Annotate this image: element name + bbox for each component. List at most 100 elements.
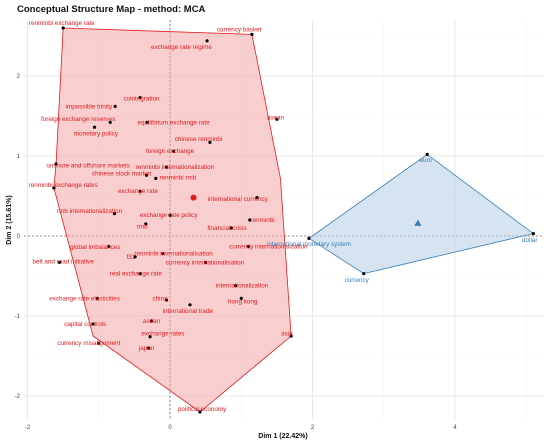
point-label: onshore and offshore markets — [46, 163, 130, 170]
point-label: chinese renminbi — [175, 136, 223, 143]
point-label: financial crisis — [207, 225, 246, 232]
x-tick-label: 0 — [168, 425, 172, 431]
point-label: foreign exchange — [146, 148, 195, 155]
point-label: cointegration — [124, 95, 161, 102]
point-label: renminbi exchange rates — [29, 182, 98, 189]
data-point — [54, 162, 58, 166]
point-label: international trade — [163, 308, 214, 315]
point-label: chinese stock market — [92, 171, 151, 178]
point-label: belt and road initiative — [33, 259, 95, 266]
point-label: real exchange rate — [110, 271, 163, 278]
data-point — [107, 244, 111, 248]
point-label: hong kong — [228, 299, 258, 306]
point-label: renminbi rmb — [159, 175, 196, 182]
cluster-hulls — [53, 27, 535, 413]
point-label: asia — [281, 331, 293, 338]
point-label: international currency — [208, 196, 269, 203]
point-label: dollar — [522, 237, 537, 244]
point-label: capital controls — [64, 321, 106, 328]
point-label: asean — [143, 318, 161, 325]
chart-title: Conceptual Structure Map - method: MCA — [17, 4, 206, 15]
data-point — [188, 303, 192, 307]
data-point — [164, 165, 169, 169]
point-label: foreign exchange reserves — [41, 116, 115, 123]
data-point — [92, 125, 97, 129]
point-label: rmb — [137, 223, 148, 230]
point-label: asean — [267, 115, 285, 122]
data-point — [52, 186, 56, 190]
point-label: monetary policy — [74, 131, 119, 138]
y-axis-label: Dim 2 (15.61%) — [6, 195, 13, 244]
x-tick-label: -2 — [25, 425, 31, 431]
y-tick-label: 1 — [17, 154, 21, 160]
data-point — [91, 322, 95, 326]
data-point — [113, 104, 117, 108]
data-point — [233, 284, 238, 288]
axis-ticks: -2 0 2 4 -2 -1 0 1 2 — [15, 74, 458, 431]
data-point — [289, 334, 293, 338]
data-point — [275, 117, 279, 121]
point-label: exchange rate — [118, 188, 158, 195]
point-label: internationalization — [216, 283, 269, 290]
data-point — [164, 298, 169, 302]
x-tick-label: 2 — [311, 425, 315, 431]
point-label: impossible trinity — [66, 103, 113, 110]
data-point — [138, 272, 142, 276]
cluster-hull-2 — [308, 153, 535, 275]
point-label: currency internationalisation — [166, 259, 245, 266]
point-label: currency basket — [217, 27, 262, 34]
point-label: global imbalances — [70, 244, 120, 251]
data-point — [149, 319, 154, 323]
data-point — [145, 120, 149, 124]
data-point — [171, 149, 176, 153]
data-point — [229, 226, 233, 230]
data-point — [95, 296, 99, 300]
point-label: equilibrium exchange rate — [138, 119, 211, 126]
point-label: japan — [138, 345, 155, 352]
point-label: exchange rate policy — [140, 212, 199, 219]
data-point — [307, 236, 311, 240]
data-point — [144, 173, 149, 177]
point-label: exchange rate elasticities — [49, 295, 120, 302]
point-label: renminbi exchange rate — [29, 20, 95, 27]
cluster-centroid-2 — [414, 219, 422, 226]
point-label: currency internationalization — [229, 243, 308, 250]
data-point — [112, 212, 117, 216]
data-point — [138, 189, 142, 193]
point-label: exchange rates — [141, 331, 184, 338]
point-label: rmb internationalization — [57, 208, 123, 215]
data-point — [248, 218, 252, 222]
data-point — [108, 120, 112, 124]
data-point — [425, 152, 429, 156]
point-label: international monetary system — [267, 241, 351, 248]
point-label: renminbi internationalization — [136, 164, 215, 171]
point-label: f31 — [126, 254, 135, 261]
data-point — [198, 410, 202, 414]
point-label: euro — [419, 157, 432, 164]
point-label: exchange rate regime — [151, 44, 212, 51]
point-label: china — [153, 295, 169, 302]
y-tick-label: -1 — [15, 314, 21, 320]
data-point — [246, 244, 250, 248]
data-point — [147, 346, 151, 350]
data-point — [239, 296, 243, 300]
data-point — [97, 341, 101, 345]
data-point — [133, 255, 137, 259]
point-label: political economy — [178, 406, 227, 413]
data-point — [144, 222, 148, 226]
cluster-centroid-1 — [190, 194, 197, 201]
point-label: currency — [345, 277, 370, 284]
y-tick-label: 0 — [17, 234, 21, 240]
data-point — [61, 26, 65, 30]
point-label: renminbi internationalisation — [134, 251, 213, 258]
y-tick-label: -2 — [15, 394, 21, 400]
points — [52, 26, 535, 414]
data-point — [161, 252, 165, 256]
data-point — [138, 96, 142, 100]
data-point — [204, 260, 208, 264]
y-tick-label: 2 — [17, 74, 21, 80]
data-point — [168, 213, 172, 217]
data-point — [531, 232, 535, 236]
